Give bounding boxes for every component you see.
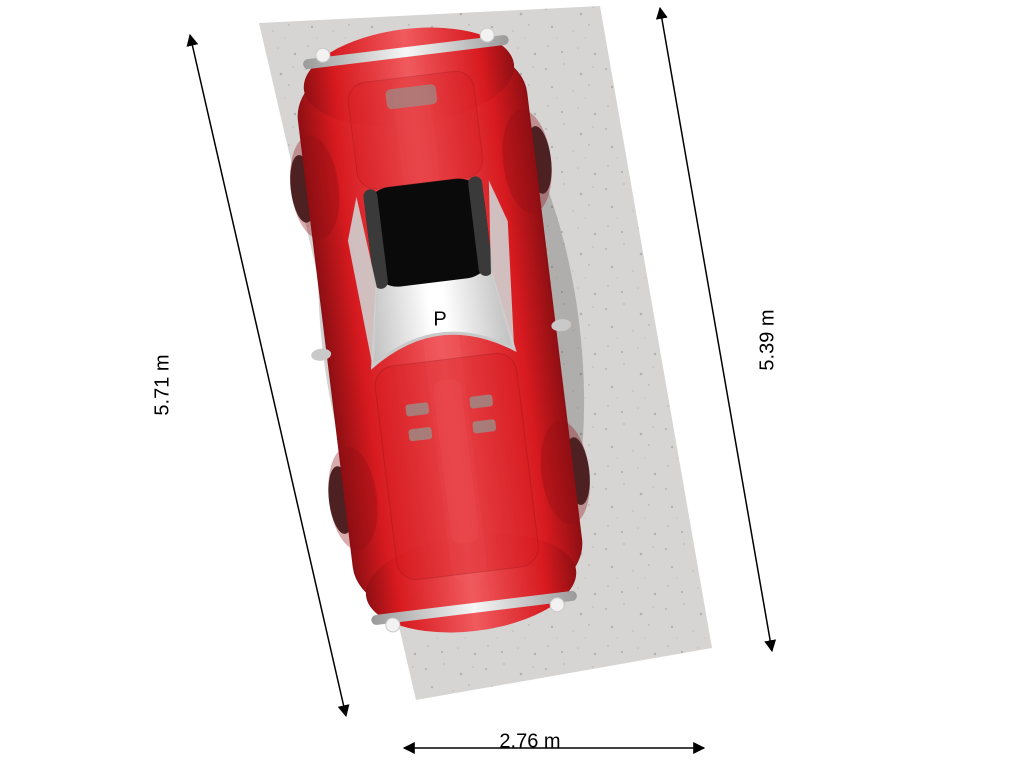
car-label: P (433, 308, 446, 330)
dimension-label-left: 5.71 m (151, 354, 173, 415)
dimension-label-bottom: 2.76 m (499, 730, 560, 752)
dimension-label-right: 5.39 m (756, 309, 778, 370)
